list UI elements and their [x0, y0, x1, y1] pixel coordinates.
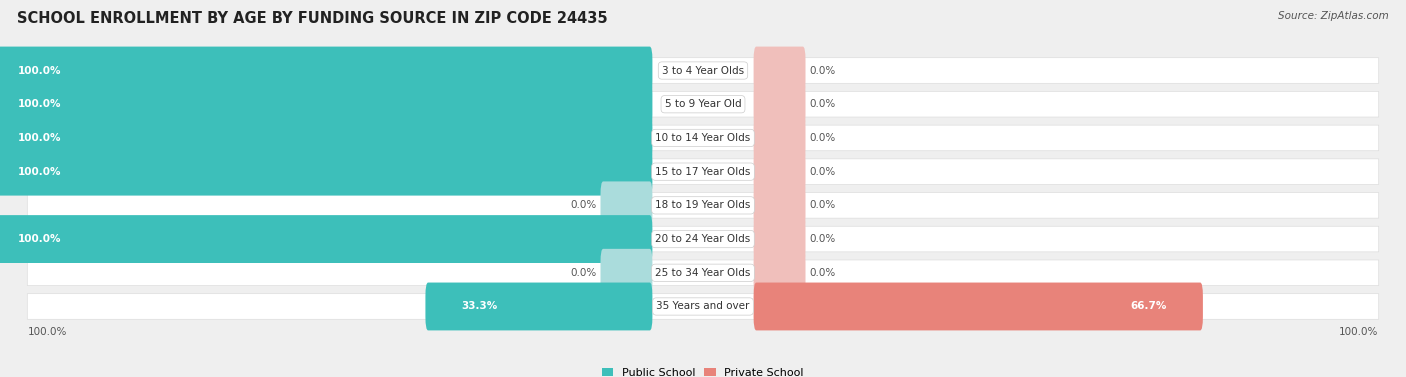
FancyBboxPatch shape	[426, 282, 652, 330]
FancyBboxPatch shape	[27, 91, 1379, 117]
Text: 0.0%: 0.0%	[810, 66, 835, 75]
Text: 5 to 9 Year Old: 5 to 9 Year Old	[665, 99, 741, 109]
Text: 10 to 14 Year Olds: 10 to 14 Year Olds	[655, 133, 751, 143]
FancyBboxPatch shape	[754, 249, 806, 297]
Text: 100.0%: 100.0%	[17, 99, 60, 109]
Text: SCHOOL ENROLLMENT BY AGE BY FUNDING SOURCE IN ZIP CODE 24435: SCHOOL ENROLLMENT BY AGE BY FUNDING SOUR…	[17, 11, 607, 26]
Text: 100.0%: 100.0%	[17, 234, 60, 244]
FancyBboxPatch shape	[754, 47, 806, 95]
FancyBboxPatch shape	[0, 80, 652, 128]
Text: 100.0%: 100.0%	[1340, 327, 1379, 337]
FancyBboxPatch shape	[27, 125, 1379, 151]
Text: 0.0%: 0.0%	[810, 133, 835, 143]
Legend: Public School, Private School: Public School, Private School	[602, 368, 804, 377]
Text: 100.0%: 100.0%	[27, 327, 66, 337]
FancyBboxPatch shape	[27, 294, 1379, 319]
Text: 20 to 24 Year Olds: 20 to 24 Year Olds	[655, 234, 751, 244]
Text: 0.0%: 0.0%	[571, 200, 596, 210]
FancyBboxPatch shape	[27, 226, 1379, 252]
Text: 100.0%: 100.0%	[17, 66, 60, 75]
FancyBboxPatch shape	[0, 47, 652, 95]
Text: 33.3%: 33.3%	[461, 302, 498, 311]
FancyBboxPatch shape	[600, 181, 652, 229]
Text: 0.0%: 0.0%	[810, 99, 835, 109]
Text: 0.0%: 0.0%	[810, 268, 835, 278]
Text: 35 Years and over: 35 Years and over	[657, 302, 749, 311]
FancyBboxPatch shape	[754, 215, 806, 263]
FancyBboxPatch shape	[754, 282, 1204, 330]
Text: 25 to 34 Year Olds: 25 to 34 Year Olds	[655, 268, 751, 278]
FancyBboxPatch shape	[754, 80, 806, 128]
Text: 100.0%: 100.0%	[17, 133, 60, 143]
FancyBboxPatch shape	[27, 159, 1379, 184]
FancyBboxPatch shape	[27, 260, 1379, 286]
FancyBboxPatch shape	[754, 114, 806, 162]
FancyBboxPatch shape	[27, 58, 1379, 83]
FancyBboxPatch shape	[27, 193, 1379, 218]
FancyBboxPatch shape	[0, 148, 652, 196]
Text: 0.0%: 0.0%	[571, 268, 596, 278]
Text: 18 to 19 Year Olds: 18 to 19 Year Olds	[655, 200, 751, 210]
Text: 0.0%: 0.0%	[810, 200, 835, 210]
FancyBboxPatch shape	[754, 148, 806, 196]
Text: Source: ZipAtlas.com: Source: ZipAtlas.com	[1278, 11, 1389, 21]
FancyBboxPatch shape	[754, 181, 806, 229]
FancyBboxPatch shape	[600, 249, 652, 297]
Text: 0.0%: 0.0%	[810, 167, 835, 177]
Text: 0.0%: 0.0%	[810, 234, 835, 244]
FancyBboxPatch shape	[0, 114, 652, 162]
FancyBboxPatch shape	[0, 215, 652, 263]
Text: 66.7%: 66.7%	[1130, 302, 1167, 311]
Text: 3 to 4 Year Olds: 3 to 4 Year Olds	[662, 66, 744, 75]
Text: 15 to 17 Year Olds: 15 to 17 Year Olds	[655, 167, 751, 177]
Text: 100.0%: 100.0%	[17, 167, 60, 177]
